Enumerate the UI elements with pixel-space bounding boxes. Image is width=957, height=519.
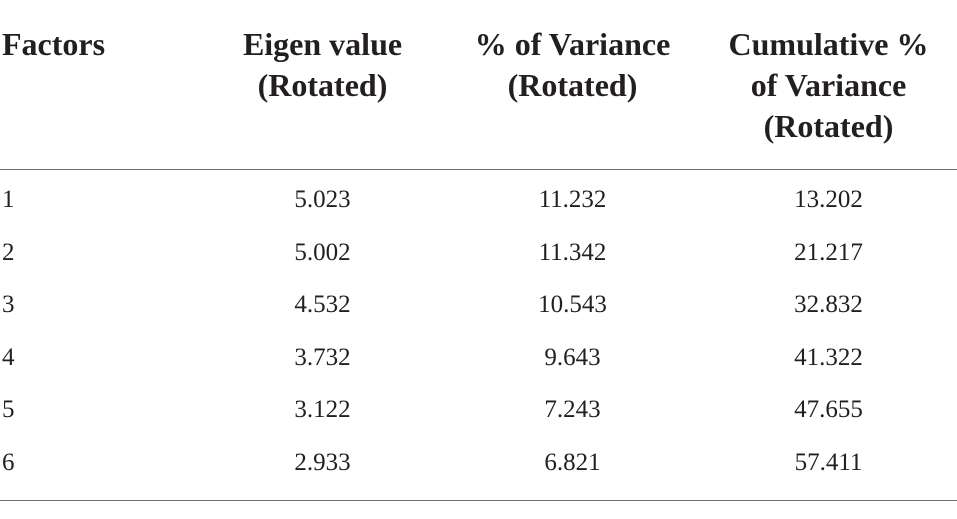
table-header: Factors Eigen value (Rotated) % of Varia… (0, 0, 957, 170)
table-row: 4 3.732 9.643 41.322 (0, 332, 957, 385)
cell-percent-variance: 10.543 (538, 291, 607, 319)
factor-table-container: Factors Eigen value (Rotated) % of Varia… (0, 0, 957, 490)
rotated-factors-table: Factors Eigen value (Rotated) % of Varia… (0, 0, 957, 490)
cell-factor: 3 (2, 291, 15, 319)
cell-eigen-value: 3.732 (294, 343, 351, 371)
table-row: 2 5.002 11.342 21.217 (0, 227, 957, 280)
cell-percent-variance: 6.821 (544, 448, 601, 476)
header-cumulative-line-1: Cumulative % (728, 26, 929, 62)
cell-cumulative-variance: 57.411 (794, 448, 863, 476)
header-cumulative-variance: Cumulative % of Variance (Rotated) (700, 0, 957, 170)
header-eigen-line-2: (Rotated) (257, 67, 388, 103)
cell-eigen-value: 5.002 (294, 238, 351, 266)
table-row: 6 2.933 6.821 57.411 (0, 437, 957, 490)
header-cumulative-line-2: of Variance (750, 67, 907, 103)
cell-cumulative-variance: 32.832 (794, 291, 863, 319)
table-row: 1 5.023 11.232 13.202 (0, 170, 957, 227)
cell-percent-variance: 11.232 (538, 186, 607, 214)
cell-percent-variance: 9.643 (544, 343, 601, 371)
table-bottom-rule (0, 500, 957, 501)
header-percent-variance: % of Variance (Rotated) (445, 0, 700, 170)
cell-eigen-value: 3.122 (294, 396, 351, 424)
header-row: Factors Eigen value (Rotated) % of Varia… (0, 0, 957, 170)
table-row: 5 3.122 7.243 47.655 (0, 384, 957, 437)
cell-cumulative-variance: 41.322 (794, 343, 863, 371)
cell-cumulative-variance: 21.217 (794, 238, 863, 266)
table-body: 1 5.023 11.232 13.202 2 5.002 11.342 21.… (0, 170, 957, 490)
cell-factor: 2 (2, 238, 15, 266)
header-variance-line-1: % of Variance (474, 26, 671, 62)
cell-eigen-value: 4.532 (294, 291, 351, 319)
cell-percent-variance: 11.342 (538, 238, 607, 266)
cell-cumulative-variance: 47.655 (794, 396, 863, 424)
cell-factor: 4 (2, 343, 15, 371)
header-variance-line-2: (Rotated) (507, 67, 638, 103)
header-factors-line: Factors (2, 26, 106, 62)
header-cumulative-line-3: (Rotated) (763, 108, 894, 144)
header-factors: Factors (0, 0, 200, 170)
cell-cumulative-variance: 13.202 (794, 186, 863, 214)
cell-eigen-value: 2.933 (294, 448, 351, 476)
cell-percent-variance: 7.243 (544, 396, 601, 424)
table-row: 3 4.532 10.543 32.832 (0, 279, 957, 332)
header-eigen-line-1: Eigen value (242, 26, 403, 62)
header-eigen-value: Eigen value (Rotated) (200, 0, 445, 170)
cell-factor: 5 (2, 396, 15, 424)
cell-eigen-value: 5.023 (294, 186, 351, 214)
cell-factor: 1 (2, 186, 15, 214)
cell-factor: 6 (2, 448, 15, 476)
